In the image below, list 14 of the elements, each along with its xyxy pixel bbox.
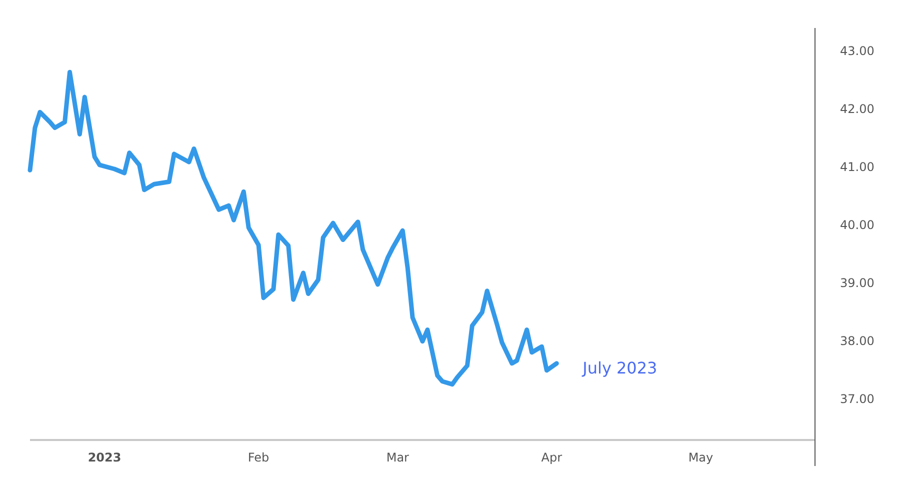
series-label: July 2023: [582, 358, 658, 378]
y-tick-label: 43.00: [840, 44, 874, 58]
x-tick-label: Feb: [248, 450, 270, 465]
x-tick-label: 2023: [88, 450, 122, 465]
line-series: [28, 70, 559, 387]
y-tick-label: 37.00: [840, 392, 874, 406]
y-tick-label: 39.00: [840, 276, 874, 290]
x-tick-label: May: [688, 450, 714, 465]
y-tick-label: 38.00: [840, 334, 874, 348]
x-tick-label: Mar: [386, 450, 410, 465]
x-tick-label: Apr: [541, 450, 562, 465]
y-tick-label: 42.00: [840, 102, 874, 116]
y-tick-label: 40.00: [840, 218, 874, 232]
y-tick-label: 41.00: [840, 160, 874, 174]
